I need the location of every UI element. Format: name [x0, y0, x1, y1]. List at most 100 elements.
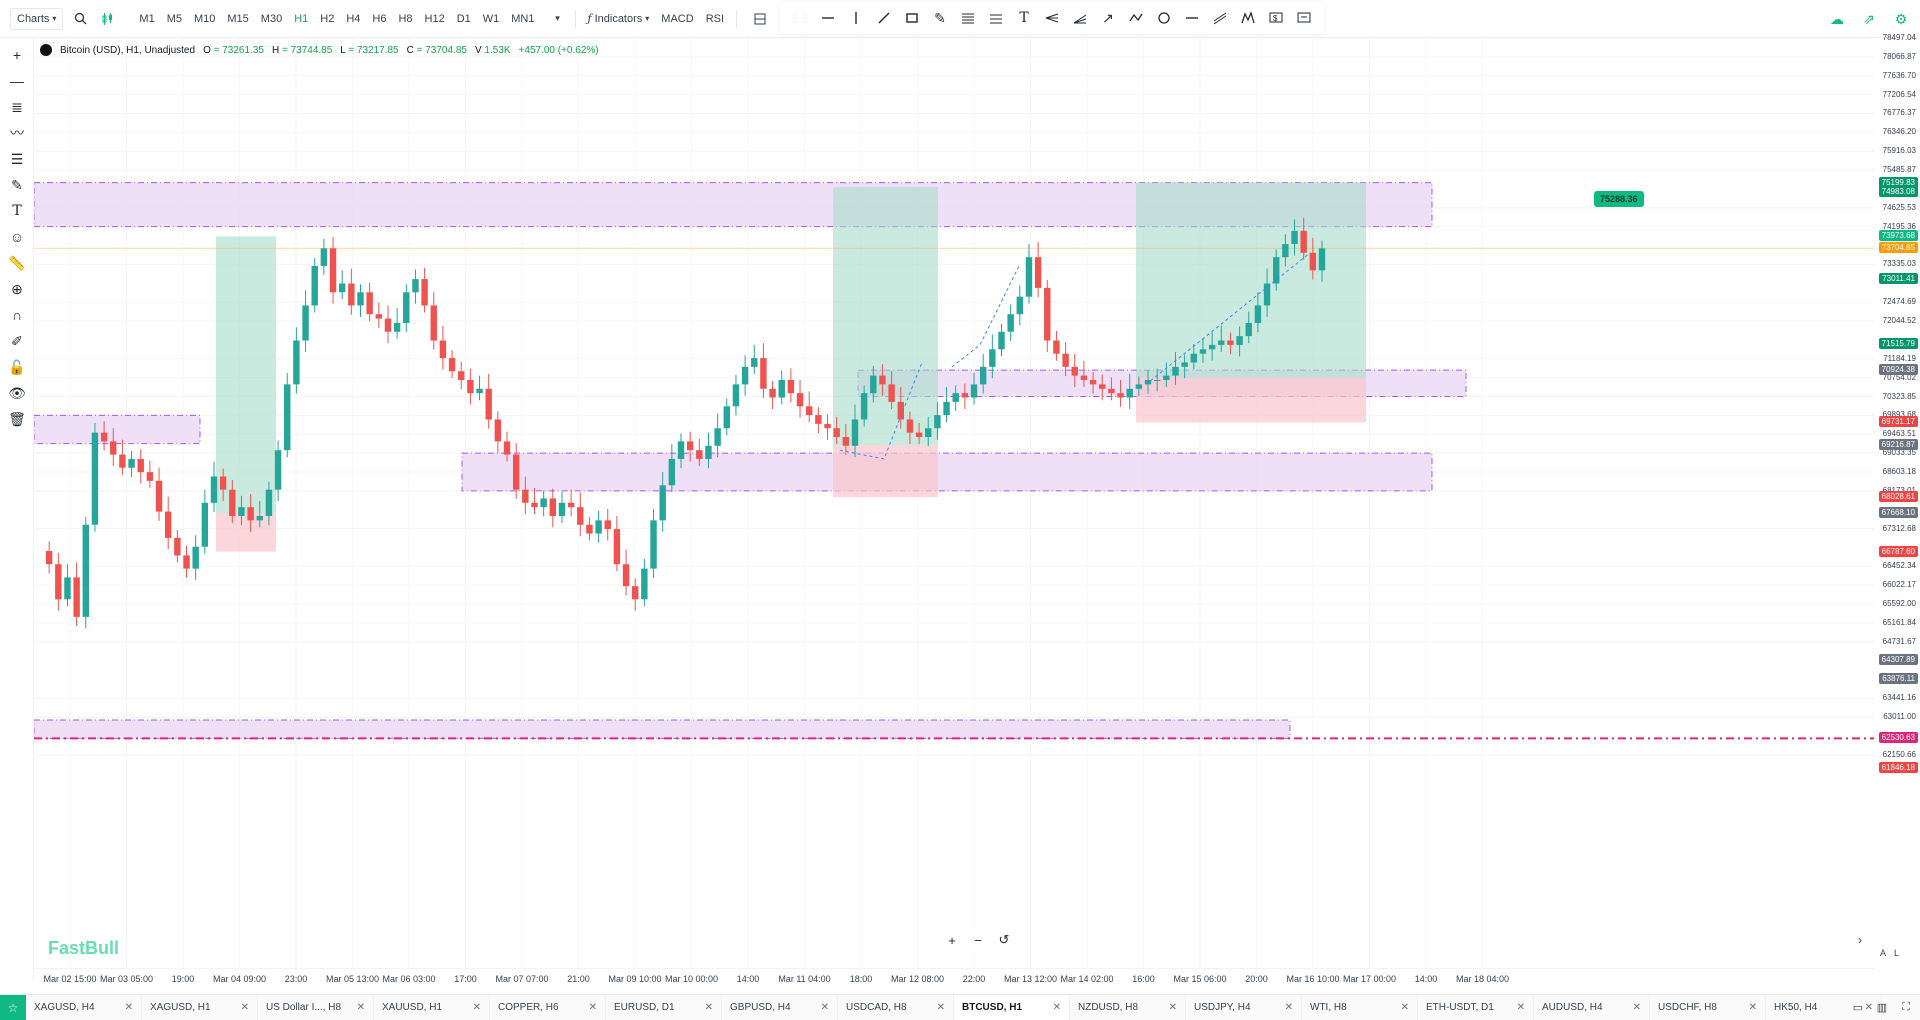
price-badge[interactable]: 66787.60	[1878, 545, 1918, 557]
lock-icon[interactable]: 🔓	[8, 358, 26, 375]
auto-scale-toggle[interactable]: A	[1880, 948, 1887, 958]
timeframe-h2[interactable]: H2	[320, 12, 335, 25]
price-badge[interactable]: 68028.61	[1878, 491, 1918, 503]
symbol-title[interactable]: Bitcoin (USD), H1, Unadjusted	[60, 44, 196, 56]
symbol-tab[interactable]: XAUUSD, H1 ✕	[374, 994, 490, 1020]
timeframe-h1[interactable]: H1	[294, 12, 309, 25]
close-icon[interactable]: ✕	[1168, 1002, 1177, 1013]
symbol-tab[interactable]: ETH-USDT, D1 ✕	[1418, 994, 1534, 1020]
close-icon[interactable]: ✕	[588, 1002, 597, 1013]
emoji-icon[interactable]: ☺	[9, 229, 25, 245]
trend-line-icon[interactable]	[870, 4, 898, 32]
symbol-tab[interactable]: XAGUSD, H1 ✕	[142, 994, 258, 1020]
price-badge[interactable]: 61846.18	[1878, 762, 1918, 774]
price-badge[interactable]: 67668.10	[1878, 506, 1918, 518]
symbol-tab[interactable]: BTCUSD, H1 ✕	[954, 994, 1070, 1020]
close-icon[interactable]: ✕	[1748, 1002, 1757, 1013]
symbol-tab[interactable]: HK50, H4 ✕	[1766, 994, 1882, 1020]
price-badge[interactable]: 62530.63	[1878, 732, 1918, 744]
brush-icon[interactable]: ✎	[11, 176, 23, 193]
zoom-out-icon[interactable]: −	[968, 930, 988, 950]
close-icon[interactable]: ✕	[124, 1002, 133, 1013]
close-icon[interactable]: ✕	[1864, 1002, 1873, 1013]
circle-icon[interactable]	[1150, 4, 1178, 32]
price-badge[interactable]: 71515.79	[1878, 338, 1918, 350]
zoom-in-icon[interactable]: ⊕	[11, 280, 23, 297]
symbol-tab[interactable]: WTI, H8 ✕	[1302, 994, 1418, 1020]
timeframe-m5[interactable]: M5	[166, 12, 182, 25]
rectangle-icon[interactable]	[898, 4, 926, 32]
scroll-right-icon[interactable]: ›	[1858, 933, 1862, 947]
symbol-tab[interactable]: EURUSD, D1 ✕	[606, 994, 722, 1020]
close-icon[interactable]: ✕	[1052, 1002, 1061, 1013]
fib-retracement-icon[interactable]: ≣	[11, 98, 23, 115]
timeframe-m30[interactable]: M30	[260, 12, 283, 25]
gann-icon[interactable]	[1066, 4, 1094, 32]
zigzag-icon[interactable]	[1122, 4, 1150, 32]
candle-type-icon[interactable]	[97, 8, 119, 30]
search-icon[interactable]	[69, 8, 91, 30]
macd-button[interactable]: MACD	[661, 12, 694, 25]
text-icon[interactable]: T	[1019, 10, 1029, 26]
symbol-tab[interactable]: NZDUSD, H8 ✕	[1070, 994, 1186, 1020]
crosshair-icon[interactable]: +	[12, 47, 22, 63]
horizontal-line-icon[interactable]: —	[10, 73, 24, 89]
pitchfork-icon[interactable]	[1038, 4, 1066, 32]
chart-canvas[interactable]	[34, 38, 1874, 968]
symbol-tab[interactable]: XAGUSD, H4 ✕	[26, 994, 142, 1020]
close-icon[interactable]: ✕	[820, 1002, 829, 1013]
close-icon[interactable]: ✕	[240, 1002, 249, 1013]
fib-extension-icon[interactable]	[982, 4, 1010, 32]
time-axis[interactable]: Mar 02 15:00 Mar 03 05:00 19:00 Mar 04 09:0…	[34, 968, 1874, 990]
close-icon[interactable]: ✕	[704, 1002, 713, 1013]
close-icon[interactable]: ✕	[1284, 1002, 1293, 1013]
eye-icon[interactable]: 👁	[8, 384, 26, 401]
ruler-icon[interactable]: 📏	[8, 254, 26, 271]
timeframe-m1[interactable]: M1	[139, 12, 155, 25]
price-note-icon[interactable]	[1290, 4, 1318, 32]
share-icon[interactable]: ⇗	[1863, 10, 1875, 27]
charts-dropdown[interactable]: Charts ▾	[10, 7, 64, 30]
text-tool-icon[interactable]: T	[12, 203, 22, 219]
price-badge[interactable]: 73704.85	[1878, 242, 1918, 254]
drag-handle-icon[interactable]: ⋮⋮	[790, 12, 810, 24]
symbol-tab[interactable]: GBPUSD, H4 ✕	[722, 994, 838, 1020]
wave-pattern-icon[interactable]: 〰	[10, 125, 24, 141]
price-badge[interactable]: 74983.08	[1878, 186, 1918, 198]
close-icon[interactable]: ✕	[356, 1002, 365, 1013]
log-scale-toggle[interactable]: L	[1894, 948, 1900, 958]
rsi-button[interactable]: RSI	[705, 12, 725, 25]
timeframe-h12[interactable]: H12	[424, 12, 445, 25]
timeframe-w1[interactable]: W1	[482, 12, 500, 25]
timeframe-h8[interactable]: H8	[398, 12, 413, 25]
price-badge[interactable]: 73011.41	[1879, 272, 1918, 284]
layout-columns-icon[interactable]: ▥	[1876, 1001, 1888, 1014]
symbol-tab[interactable]: USDCHF, H8 ✕	[1650, 994, 1766, 1020]
price-badge[interactable]: 63876.11	[1879, 673, 1918, 685]
lock-drawing-icon[interactable]: ✐	[11, 332, 23, 349]
horizontal-line-icon[interactable]	[814, 4, 842, 32]
ray-icon[interactable]	[1178, 4, 1206, 32]
layout-icon[interactable]	[749, 8, 771, 30]
chevron-down-icon[interactable]: ▾	[555, 13, 560, 23]
close-icon[interactable]: ✕	[472, 1002, 481, 1013]
symbol-tab[interactable]: US Dollar I..., H8 ✕	[258, 994, 374, 1020]
cloud-save-icon[interactable]: ☁	[1830, 10, 1844, 27]
timeframe-m15[interactable]: M15	[227, 12, 249, 25]
minimize-icon[interactable]: ▭	[1852, 1001, 1864, 1014]
symbol-tab[interactable]: USDJPY, H4 ✕	[1186, 994, 1302, 1020]
price-badge[interactable]: 73973.68	[1878, 230, 1918, 242]
symbol-tab[interactable]: USDCAD, H8 ✕	[838, 994, 954, 1020]
reset-icon[interactable]: ↺	[994, 930, 1014, 950]
pattern-icon[interactable]	[1234, 4, 1262, 32]
price-badge[interactable]: 64307.89	[1878, 654, 1918, 666]
price-label-icon[interactable]: $	[1262, 4, 1290, 32]
arrow-icon[interactable]: ↗	[1102, 9, 1114, 26]
timeframe-d1[interactable]: D1	[456, 12, 471, 25]
price-badge[interactable]: 69731.17	[1878, 416, 1918, 428]
axis-mode-toggle[interactable]: A L	[1880, 948, 1899, 958]
magnet-icon[interactable]: ∩	[11, 307, 23, 323]
close-icon[interactable]: ✕	[1400, 1002, 1409, 1013]
timeframe-mn1[interactable]: MN1	[511, 12, 535, 25]
channel-icon[interactable]	[1206, 4, 1234, 32]
